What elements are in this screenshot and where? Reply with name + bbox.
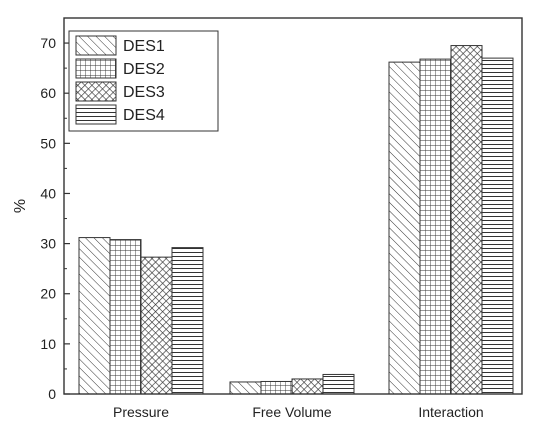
- bar-des4-free-volume: [322, 373, 355, 395]
- bar-des1-pressure: [78, 237, 111, 395]
- bars: [78, 45, 514, 395]
- legend-label-des2: DES2: [123, 61, 165, 78]
- y-tick-label: 70: [40, 35, 56, 51]
- bar-des2-interaction: [419, 58, 452, 395]
- bar-des4-interaction: [481, 57, 514, 395]
- bar-des3-interaction: [450, 45, 483, 395]
- y-tick-label: 20: [40, 286, 56, 302]
- legend-label-des1: DES1: [123, 38, 165, 55]
- y-axis: 0 10 20 30 40 50 60 70: [40, 35, 70, 402]
- y-axis-label: %: [12, 199, 29, 213]
- legend-label-des3: DES3: [123, 84, 165, 101]
- bar-des2-pressure: [109, 239, 142, 395]
- y-tick-label: 0: [48, 386, 56, 402]
- legend-swatch-des3: [75, 81, 117, 102]
- x-tick-label: Interaction: [418, 404, 483, 420]
- y-tick-label: 60: [40, 85, 56, 101]
- x-axis: Pressure Free Volume Interaction: [113, 388, 484, 420]
- legend: DES1 DES2 DES3 DES4: [68, 30, 219, 132]
- legend-swatch-des4: [75, 104, 117, 125]
- bar-des1-free-volume: [229, 381, 262, 395]
- x-tick-label: Pressure: [113, 404, 169, 420]
- y-tick-label: 40: [40, 185, 56, 201]
- legend-label-des4: DES4: [123, 107, 165, 124]
- y-tick-label: 10: [40, 336, 56, 352]
- plot-frame: [63, 17, 523, 395]
- x-tick-label: Free Volume: [252, 404, 332, 420]
- bar-des4-pressure: [171, 247, 204, 395]
- y-tick-label: 30: [40, 236, 56, 252]
- bar-des3-free-volume: [291, 378, 324, 395]
- legend-swatch-des1: [75, 35, 117, 56]
- legend-swatch-des2: [75, 58, 117, 79]
- bar-des3-pressure: [140, 256, 173, 395]
- bar-des1-interaction: [388, 61, 421, 395]
- bar-des2-free-volume: [260, 380, 293, 395]
- y-tick-label: 50: [40, 135, 56, 151]
